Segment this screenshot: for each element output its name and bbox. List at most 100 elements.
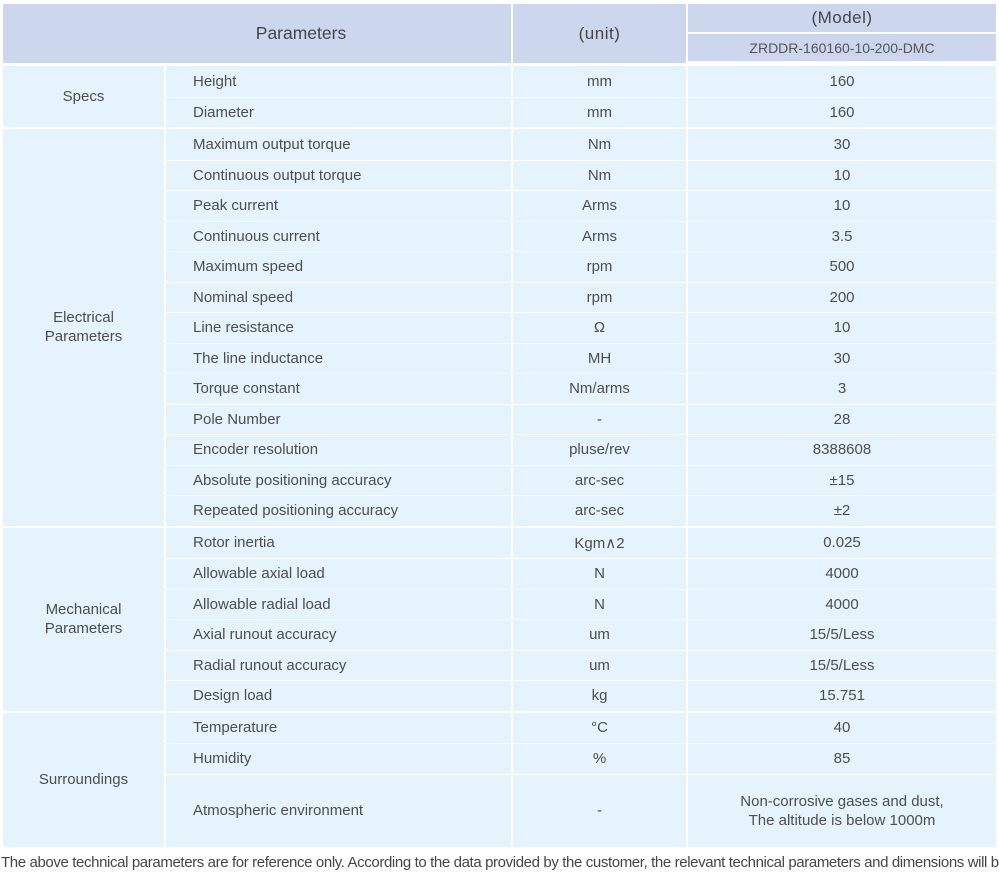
param-cell: Allowable radial load xyxy=(166,589,513,619)
unit-cell: N xyxy=(513,589,688,619)
param-cell: Pole Number xyxy=(166,404,513,434)
value-cell: 200 xyxy=(688,282,996,312)
value-cell: ±15 xyxy=(688,465,996,495)
section-label: Mechanical Parameters xyxy=(3,527,166,711)
section-rows: Height mm 160 Diameter mm 160 xyxy=(166,66,996,127)
unit-cell: MH xyxy=(513,343,688,373)
value-cell: 10 xyxy=(688,191,996,221)
param-cell: Repeated positioning accuracy xyxy=(166,496,513,526)
table-row: Repeated positioning accuracy arc-sec ±2 xyxy=(166,495,996,526)
table-row: Encoder resolution pluse/rev 8388608 xyxy=(166,434,996,465)
table-row: Maximum output torque Nm 30 xyxy=(166,129,996,160)
value-cell: 10 xyxy=(688,313,996,343)
param-cell: Line resistance xyxy=(166,313,513,343)
header-model-number: ZRDDR-160160-10-200-DMC xyxy=(688,34,996,61)
header-parameters: Parameters xyxy=(3,4,513,63)
header-model: (Model) xyxy=(688,4,996,34)
param-cell: The line inductance xyxy=(166,343,513,373)
unit-cell: - xyxy=(513,774,688,847)
value-cell: Non-corrosive gases and dust, The altitu… xyxy=(688,774,996,847)
section-label: Surroundings xyxy=(3,712,166,847)
param-cell: Design load xyxy=(166,681,513,711)
param-cell: Encoder resolution xyxy=(166,435,513,465)
param-cell: Continuous output torque xyxy=(166,160,513,190)
table-header: Parameters (unit) (Model) ZRDDR-160160-1… xyxy=(3,4,996,63)
footnote: The above technical parameters are for r… xyxy=(1,853,999,871)
param-cell: Diameter xyxy=(166,97,513,127)
unit-cell: Nm/arms xyxy=(513,374,688,404)
section-rows: Rotor inertia Kgm∧2 0.025 Allowable axial l… xyxy=(166,527,996,711)
param-cell: Humidity xyxy=(166,744,513,774)
section-surroundings: Surroundings Temperature °C 40 Humidity% 85 At… xyxy=(3,710,996,847)
value-cell: 30 xyxy=(688,343,996,373)
param-cell: Maximum output torque xyxy=(166,129,513,160)
value-cell: 4000 xyxy=(688,589,996,619)
unit-cell: Kgm∧2 xyxy=(513,527,688,558)
table-row: Radial runout accuracy um 15/5/Less xyxy=(166,649,996,680)
unit-cell: arc-sec xyxy=(513,496,688,526)
param-cell: Temperature xyxy=(166,712,513,743)
section-label-text: Surroundings xyxy=(38,771,129,788)
unit-cell: Arms xyxy=(513,221,688,251)
value-cell: 10 xyxy=(688,160,996,190)
table-row: Diameter mm 160 xyxy=(166,96,996,127)
table-row: Line resistance Ω 10 xyxy=(166,312,996,343)
unit-cell: °C xyxy=(513,712,688,743)
value-cell: 0.025 xyxy=(688,527,996,558)
section-rows: Maximum output torque Nm 30 Continuous outp… xyxy=(166,129,996,526)
unit-cell: kg xyxy=(513,681,688,711)
param-cell: Maximum speed xyxy=(166,252,513,282)
table-body: Specs Height mm 160 Diameter mm 160 Electrical … xyxy=(3,63,996,847)
spec-table: Parameters (unit) (Model) ZRDDR-160160-1… xyxy=(3,4,996,847)
unit-cell: arc-sec xyxy=(513,465,688,495)
param-cell: Allowable axial load xyxy=(166,559,513,589)
table-row: Height mm 160 xyxy=(166,66,996,97)
section-rows: Temperature °C 40 Humidity% 85 Atmospheric en… xyxy=(166,712,996,847)
unit-cell: rpm xyxy=(513,252,688,282)
section-label: Electrical Parameters xyxy=(3,129,166,526)
table-row: The line inductance MH 30 xyxy=(166,342,996,373)
value-cell: 160 xyxy=(688,97,996,127)
table-row: Axial runout accuracy um 15/5/Less xyxy=(166,619,996,650)
value-cell: 85 xyxy=(688,744,996,774)
section-electrical-parameters: Electrical Parameters Maximum output torq… xyxy=(3,127,996,526)
table-row: Continuous current Arms 3.5 xyxy=(166,220,996,251)
table-row: Temperature °C 40 xyxy=(166,712,996,743)
section-label-text: Mechanical Parameters xyxy=(44,601,123,637)
unit-cell: pluse/rev xyxy=(513,435,688,465)
param-cell: Peak current xyxy=(166,191,513,221)
value-cell: 15/5/Less xyxy=(688,620,996,650)
unit-cell: mm xyxy=(513,66,688,97)
unit-cell: N xyxy=(513,559,688,589)
param-cell: Atmospheric environment xyxy=(166,774,513,847)
param-cell: Axial runout accuracy xyxy=(166,620,513,650)
value-cell: ±2 xyxy=(688,496,996,526)
section-label-text: Electrical Parameters xyxy=(44,309,123,346)
param-cell: Nominal speed xyxy=(166,282,513,312)
unit-cell: - xyxy=(513,404,688,434)
value-cell: 160 xyxy=(688,66,996,97)
value-cell: 30 xyxy=(688,129,996,160)
param-cell: Rotor inertia xyxy=(166,527,513,558)
table-row: Atmospheric environment - Non-corrosive ga… xyxy=(166,773,996,847)
table-row: Design load kg 15.751 xyxy=(166,680,996,711)
unit-cell: Arms xyxy=(513,191,688,221)
unit-cell: um xyxy=(513,620,688,650)
table-row: Rotor inertia Kgm∧2 0.025 xyxy=(166,527,996,558)
value-cell: 500 xyxy=(688,252,996,282)
table-row: Maximum speed rpm 500 xyxy=(166,251,996,282)
value-cell: 40 xyxy=(688,712,996,743)
table-row: Continuous output torque Nm 10 xyxy=(166,159,996,190)
unit-cell: Ω xyxy=(513,313,688,343)
section-label: Specs xyxy=(3,66,166,127)
value-cell: 8388608 xyxy=(688,435,996,465)
unit-cell: mm xyxy=(513,97,688,127)
unit-cell: Nm xyxy=(513,160,688,190)
param-cell: Absolute positioning accuracy xyxy=(166,465,513,495)
section-mechanical-parameters: Mechanical Parameters Rotor inertia Kgm∧2 0… xyxy=(3,525,996,711)
value-cell: 3.5 xyxy=(688,221,996,251)
table-row: Humidity% 85 xyxy=(166,743,996,774)
section-label-text: Specs xyxy=(62,88,105,105)
section-specs: Specs Height mm 160 Diameter mm 160 xyxy=(3,63,996,127)
param-cell: Torque constant xyxy=(166,374,513,404)
